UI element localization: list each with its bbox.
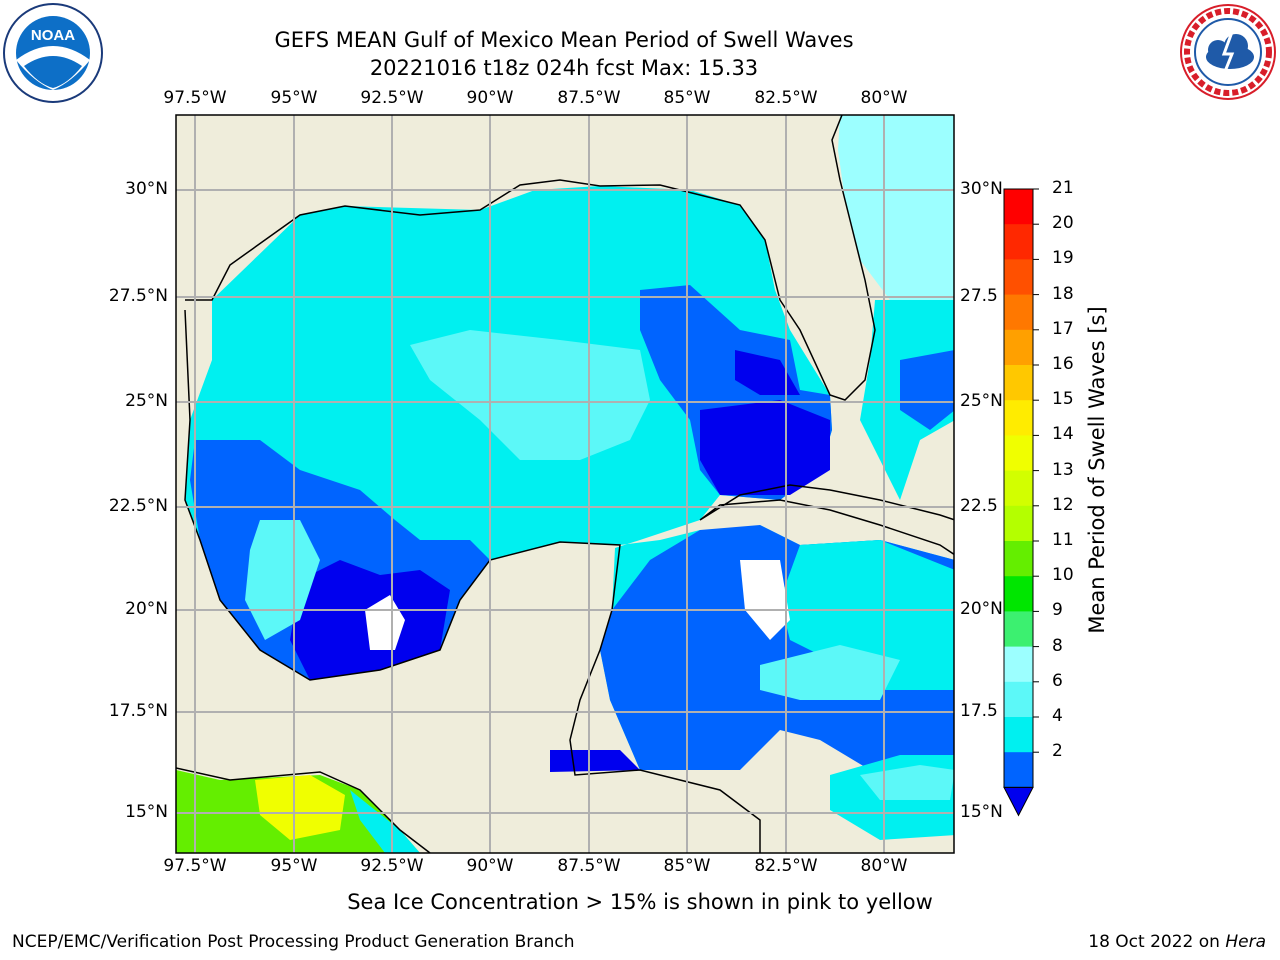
lat-label-left: 25°N: [125, 391, 168, 411]
colorbar-tick-label: 13: [1052, 459, 1074, 480]
atlantic-blue: [900, 350, 954, 430]
atlantic-light: [838, 115, 954, 300]
lon-label-top: 85°W: [663, 88, 711, 108]
footer-credit: NCEP/EMC/Verification Post Processing Pr…: [12, 932, 575, 952]
lat-label-left: 22.5°N: [108, 496, 168, 516]
sea-ice-note: Sea Ice Concentration > 15% is shown in …: [347, 890, 933, 914]
colorbar-swatch: [1004, 576, 1033, 612]
noaa-logo: NOAA: [3, 3, 103, 103]
lat-label-right: 22.5: [960, 496, 998, 516]
colorbar-swatch: [1004, 646, 1033, 683]
lon-label-bottom: 97.5°W: [163, 856, 227, 876]
colorbar-tick-label: 20: [1052, 213, 1074, 234]
lat-label-right: 20°N: [960, 599, 1003, 619]
lon-label-top: 80°W: [860, 88, 908, 108]
colorbar-swatch: [1004, 505, 1033, 542]
lat-label-left: 17.5°N: [108, 701, 168, 721]
lon-label-top: 82.5°W: [754, 88, 818, 108]
caribbean-light: [760, 645, 900, 700]
lon-label-bottom: 82.5°W: [754, 856, 818, 876]
coastline-cuba: [699, 484, 954, 556]
lon-label-top: 95°W: [270, 88, 318, 108]
colorbar-tick-label: 14: [1052, 424, 1074, 445]
graticule: [176, 115, 954, 853]
lon-label-top: 90°W: [466, 88, 514, 108]
colorbar-tick-label: 10: [1052, 565, 1074, 586]
lat-label-right: 27.5: [960, 286, 998, 306]
lon-label-top: 97.5°W: [163, 88, 227, 108]
colorbar-tick-label: 6: [1052, 670, 1063, 691]
colorbar-swatch: [1004, 189, 1033, 225]
coastline-pacific: [176, 767, 431, 853]
region-deepblue-2: [700, 400, 830, 495]
lon-label-bottom: 85°W: [663, 856, 711, 876]
region-white-2: [740, 560, 790, 640]
footer-date: 18 Oct 2022 on Hera: [1088, 932, 1266, 952]
colorbar-tick-label: 16: [1052, 354, 1074, 374]
footer-host: Hera: [1225, 932, 1266, 952]
plot-title: GEFS MEAN Gulf of Mexico Mean Period of …: [274, 28, 854, 52]
pacific-yellow: [255, 775, 345, 840]
footer-date-text: 18 Oct 2022 on: [1088, 932, 1226, 952]
coastline: [185, 115, 876, 401]
colorbar-swatch: [1004, 435, 1033, 472]
colorbar-tick-label: 2: [1052, 741, 1063, 762]
coastline-mexico: [184, 309, 761, 853]
colorbar-tick-label: 19: [1052, 248, 1074, 269]
lat-label-right: 30°N: [960, 179, 1003, 199]
lon-label-top: 87.5°W: [557, 88, 621, 108]
lat-label-left: 27.5°N: [108, 286, 168, 306]
colorbar-tick-label: 11: [1052, 530, 1074, 550]
colorbar-tick-label: 8: [1052, 635, 1063, 656]
lat-label-left: 20°N: [125, 599, 168, 619]
lat-label-left: 30°N: [125, 179, 168, 199]
svg-text:NOAA: NOAA: [31, 27, 75, 44]
plot-subtitle: 20221016 t18z 024h fcst Max: 15.33: [369, 56, 759, 80]
colorbar-tick-label: 18: [1052, 283, 1074, 304]
colorbar-tick-label: 12: [1052, 494, 1074, 515]
colorbar-swatch: [1004, 329, 1033, 366]
lon-label-bottom: 87.5°W: [557, 856, 621, 876]
colorbar-under-arrow: [1003, 786, 1034, 817]
colorbar-tick-label: 21: [1052, 178, 1074, 198]
colorbar-swatch: [1004, 400, 1033, 436]
colorbar-swatch: [1004, 681, 1033, 718]
colorbar-swatch: [1004, 717, 1033, 753]
colorbar-swatch: [1004, 541, 1033, 577]
colorbar-tick-label: 17: [1052, 318, 1074, 339]
lon-label-bottom: 90°W: [466, 856, 514, 876]
colorbar-swatch: [1004, 752, 1033, 788]
colorbar-swatch: [1004, 470, 1033, 507]
lon-label-bottom: 80°W: [860, 856, 908, 876]
colorbar-tick-label: 9: [1052, 600, 1063, 621]
colorbar-tick-label: 15: [1052, 389, 1074, 410]
region-white-1: [365, 595, 405, 650]
lat-label-left: 15°N: [125, 802, 168, 822]
nws-logo: [1180, 4, 1276, 100]
lon-label-bottom: 92.5°W: [360, 856, 424, 876]
colorbar-tick-label: 4: [1052, 706, 1063, 726]
colorbar-swatch: [1004, 611, 1033, 648]
pacific-cyan: [350, 790, 420, 853]
lon-label-bottom: 95°W: [270, 856, 318, 876]
region-deepblue-3: [735, 350, 800, 395]
colorbar-swatch: [1004, 259, 1033, 296]
colorbar-swatch: [1004, 294, 1033, 331]
lon-label-top: 92.5°W: [360, 88, 424, 108]
lat-label-right: 15°N: [960, 802, 1003, 822]
colorbar-swatch: [1004, 224, 1033, 260]
lat-label-right: 25°N: [960, 391, 1003, 411]
colorbar-label: Mean Period of Swell Waves [s]: [1085, 306, 1109, 634]
colorbar-swatch: [1004, 365, 1033, 401]
colorbar-frame: [1003, 188, 1034, 788]
map-frame: [175, 114, 955, 854]
lat-label-right: 17.5: [960, 701, 998, 721]
